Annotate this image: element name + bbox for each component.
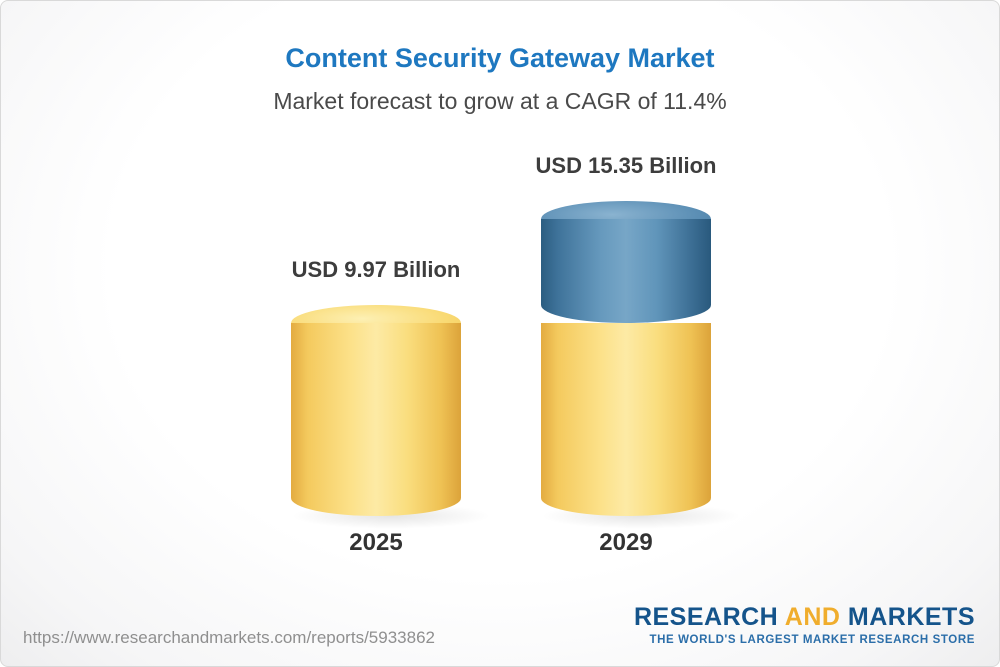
page-title: Content Security Gateway Market xyxy=(285,43,715,73)
year-label-2025: 2025 xyxy=(349,529,403,556)
cylinder-2029-base-body xyxy=(541,323,711,516)
logo-word-markets: MARKETS xyxy=(847,603,975,631)
logo-word-research: RESEARCH xyxy=(633,603,779,631)
cylinder-2029-growth-body xyxy=(541,219,711,323)
year-label-2029: 2029 xyxy=(599,529,653,556)
logo-word-and: AND xyxy=(784,603,841,631)
value-label-2029: USD 15.35 Billion xyxy=(535,153,717,178)
researchandmarkets-logo: RESEARCH AND MARKETS THE WORLD'S LARGEST… xyxy=(634,603,975,646)
logo-tagline: THE WORLD'S LARGEST MARKET RESEARCH STOR… xyxy=(649,634,975,646)
page-subtitle: Market forecast to grow at a CAGR of 11.… xyxy=(273,88,727,114)
value-label-2025: USD 9.97 Billion xyxy=(291,257,461,282)
cylinder-2025-body xyxy=(291,323,461,516)
report-url: https://www.researchandmarkets.com/repor… xyxy=(23,628,435,647)
logo-wordmark: RESEARCH AND MARKETS xyxy=(634,603,975,632)
